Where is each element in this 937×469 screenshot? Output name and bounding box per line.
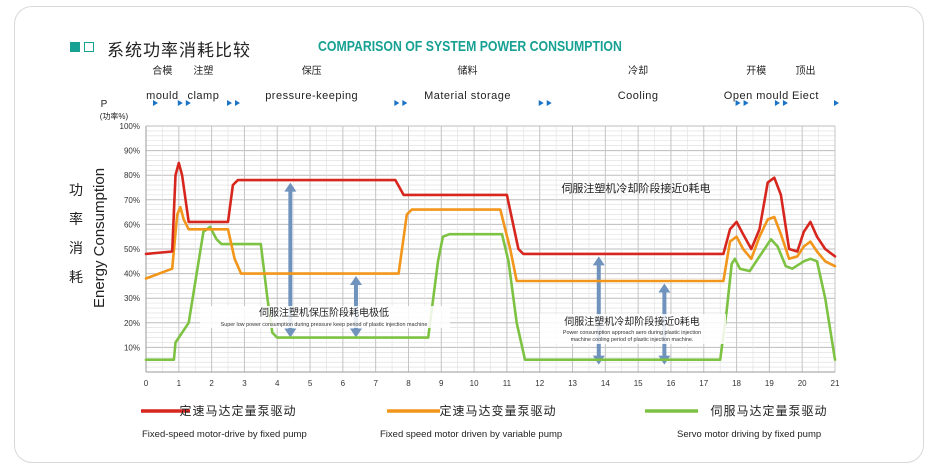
title-cn: 系统功率消耗比较 <box>107 41 251 60</box>
x-tick-label: 19 <box>765 379 774 388</box>
x-tick-label: 10 <box>470 379 479 388</box>
annotation-bg <box>200 306 450 328</box>
phase-boundary-marker <box>227 100 233 106</box>
y-tick-label: 70% <box>124 196 140 205</box>
phase-label-cn: 开模 <box>746 65 766 77</box>
series-lines <box>144 161 837 362</box>
phase-boundary-marker <box>782 100 788 106</box>
y-tick-label: 80% <box>124 171 140 180</box>
x-tick-label: 16 <box>666 379 675 388</box>
x-tick-label: 2 <box>209 379 214 388</box>
legend-label-cn-2: 定速马达变量泵驱动 <box>439 403 556 418</box>
phase-boundary-marker <box>235 100 241 106</box>
x-tick-label: 9 <box>439 379 444 388</box>
phase-labels: 合模 mould 注塑 clamp 保压 pressure-keeping 储料 Materi… <box>146 64 839 106</box>
x-tick-label: 1 <box>177 379 182 388</box>
y-axis-label-cn: 功率消耗 <box>69 182 83 285</box>
annotation-cooling-cn: 伺服注塑机冷却阶段接近0耗电 <box>564 315 700 328</box>
x-tick-label: 6 <box>341 379 346 388</box>
annotation-arrowhead <box>349 328 362 338</box>
phase-boundary-marker <box>735 100 741 106</box>
annotation-arrowhead <box>592 256 605 266</box>
phase-boundary-marker <box>185 100 191 106</box>
phase-boundary-marker <box>546 100 552 106</box>
annotation-pressure-en: Super low power consumption during press… <box>221 322 428 328</box>
annotation-pressure-cn: 伺服注塑机保压阶段耗电极低 <box>259 306 389 319</box>
grid <box>145 125 836 373</box>
phase-label-en: Material storage <box>424 90 511 102</box>
phase-label-en: Cooling <box>618 90 659 102</box>
x-tick-label: 8 <box>406 379 411 388</box>
annotation-cooling-top: 伺服注塑机冷却阶段接近0耗电 <box>561 181 710 195</box>
outline-square-icon <box>84 42 94 52</box>
x-tick-label: 7 <box>373 379 378 388</box>
x-tick-label: 13 <box>568 379 577 388</box>
title-en: COMPARISON OF SYSTEM POWER CONSUMPTION <box>318 38 622 55</box>
phase-boundary-marker <box>743 100 749 106</box>
phase-boundary-marker <box>402 100 408 106</box>
phase-boundary-marker <box>834 100 839 106</box>
y-tick-label: 50% <box>124 245 140 254</box>
phase-boundary-marker <box>774 100 780 106</box>
filled-square-icon <box>70 42 80 52</box>
phase-boundary-marker <box>538 100 544 106</box>
annotation-arrowhead <box>284 182 297 192</box>
y-axis-label-en: Energy Consumption <box>91 168 108 308</box>
phase-label-en: pressure-keeping <box>265 90 358 102</box>
phase-label-cn: 保压 <box>302 64 322 77</box>
annotation-arrowhead <box>658 283 671 293</box>
phase-label-en: Eiect <box>792 90 819 102</box>
phase-boundary-marker <box>394 100 400 106</box>
y-tick-label: 20% <box>124 319 140 328</box>
y-tick-label: 100% <box>120 122 140 131</box>
x-tick-label: 18 <box>732 379 741 388</box>
x-tick-label: 11 <box>503 379 512 388</box>
phase-label-en: clamp <box>187 90 219 102</box>
phase-boundary-marker <box>177 100 183 106</box>
phase-label-cn: 注塑 <box>193 64 213 77</box>
x-tick-label: 5 <box>308 379 313 388</box>
y-tick-label: 60% <box>124 220 140 229</box>
x-tick-label: 21 <box>831 379 840 388</box>
x-tick-label: 15 <box>634 379 643 388</box>
phase-label-en: Open mould <box>724 90 789 102</box>
x-tick-label: 14 <box>601 379 610 388</box>
y-tick-label: 10% <box>124 343 140 352</box>
legend-label-en-1: Fixed-speed motor-drive by fixed pump <box>142 429 307 440</box>
axis-ticks: 10%20%30%40%50%60%70%80%90%100%0 1 2 3 4 5 6 7 8… <box>69 99 840 388</box>
legend: 定速马达定量泵驱动 Fixed-speed motor-drive by fixe… <box>141 403 827 440</box>
annotation-arrowhead <box>349 276 362 286</box>
phase-label-cn: 合模 <box>152 64 172 77</box>
series-line-2 <box>144 205 837 283</box>
y-unit-label: P <box>101 99 108 110</box>
x-tick-label: 3 <box>242 379 247 388</box>
phase-label-cn: 储料 <box>458 64 478 77</box>
y-tick-label: 40% <box>124 270 140 279</box>
x-tick-label: 12 <box>535 379 544 388</box>
phase-boundary-marker <box>153 100 158 106</box>
legend-label-en-2: Fixed speed motor driven by variable pum… <box>380 429 562 440</box>
phase-label-cn: 冷却 <box>628 64 648 77</box>
x-tick-label: 4 <box>275 379 280 388</box>
annotation-bg <box>540 314 726 344</box>
y-unit-sub-label: (功率%) <box>100 111 129 121</box>
legend-label-cn-3: 伺服马达定量泵驱动 <box>710 403 827 418</box>
legend-label-cn-1: 定速马达定量泵驱动 <box>179 403 296 418</box>
x-tick-label: 0 <box>144 379 149 388</box>
annotation-arrowhead <box>284 328 297 338</box>
series-line-1 <box>144 161 837 258</box>
y-tick-label: 90% <box>124 147 140 156</box>
annotation-cooling-en: Power consumption approach aero during p… <box>563 330 701 343</box>
y-tick-label: 30% <box>124 294 140 303</box>
phase-label-en: mould <box>146 90 178 102</box>
x-tick-label: 20 <box>798 379 807 388</box>
phase-label-cn: 顶出 <box>795 64 815 77</box>
x-tick-label: 17 <box>699 379 708 388</box>
legend-label-en-3: Servo motor driving by fixed pump <box>677 429 821 440</box>
